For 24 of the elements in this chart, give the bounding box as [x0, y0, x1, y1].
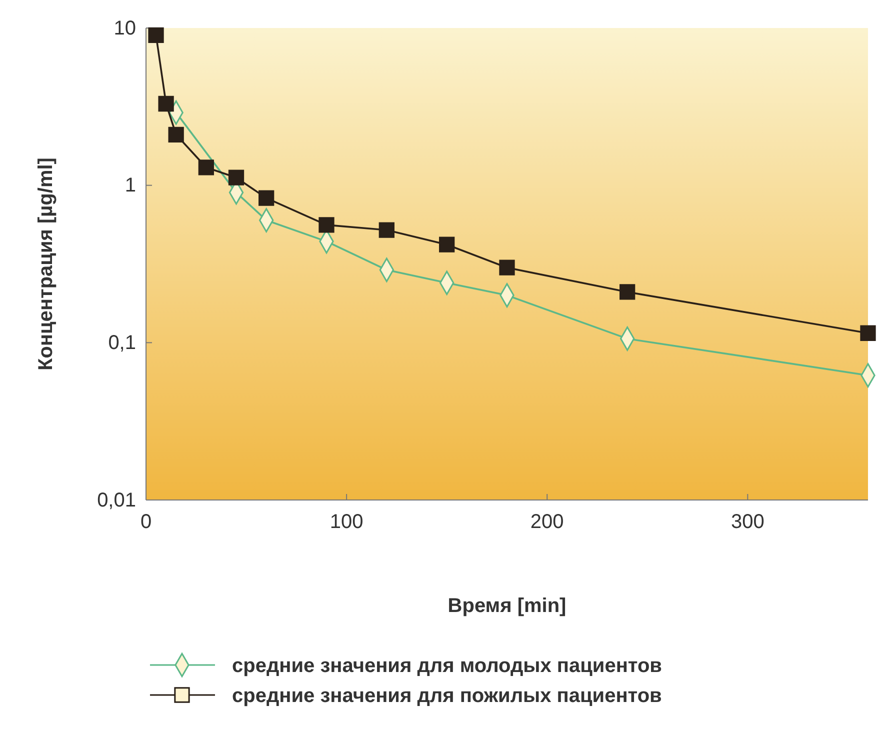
- point: [378, 222, 394, 238]
- legend-label: средние значения для молодых пациентов: [232, 655, 662, 677]
- point: [439, 236, 455, 252]
- x-tick-label: 300: [730, 511, 764, 534]
- point: [168, 126, 184, 142]
- point: [158, 96, 174, 112]
- y-tick-label: 0,01: [97, 489, 136, 512]
- x-tick-label: 0: [140, 511, 152, 534]
- x-axis-title: Время [min]: [448, 595, 566, 617]
- point: [148, 27, 164, 44]
- point: [258, 190, 274, 206]
- point: [620, 284, 636, 300]
- point: [198, 160, 214, 176]
- x-tick-label: 100: [330, 511, 364, 534]
- point: [318, 217, 334, 233]
- y-tick-label: 10: [114, 17, 136, 40]
- point: [860, 325, 876, 341]
- point: [499, 260, 515, 276]
- y-axis-title: Концентрация [µg/ml]: [35, 158, 57, 370]
- point: [228, 170, 244, 186]
- y-tick-label: 1: [124, 174, 136, 197]
- x-tick-label: 200: [530, 511, 564, 534]
- legend-label: средние значения для пожилых пациентов: [232, 685, 662, 707]
- y-tick-label: 0,1: [108, 332, 136, 354]
